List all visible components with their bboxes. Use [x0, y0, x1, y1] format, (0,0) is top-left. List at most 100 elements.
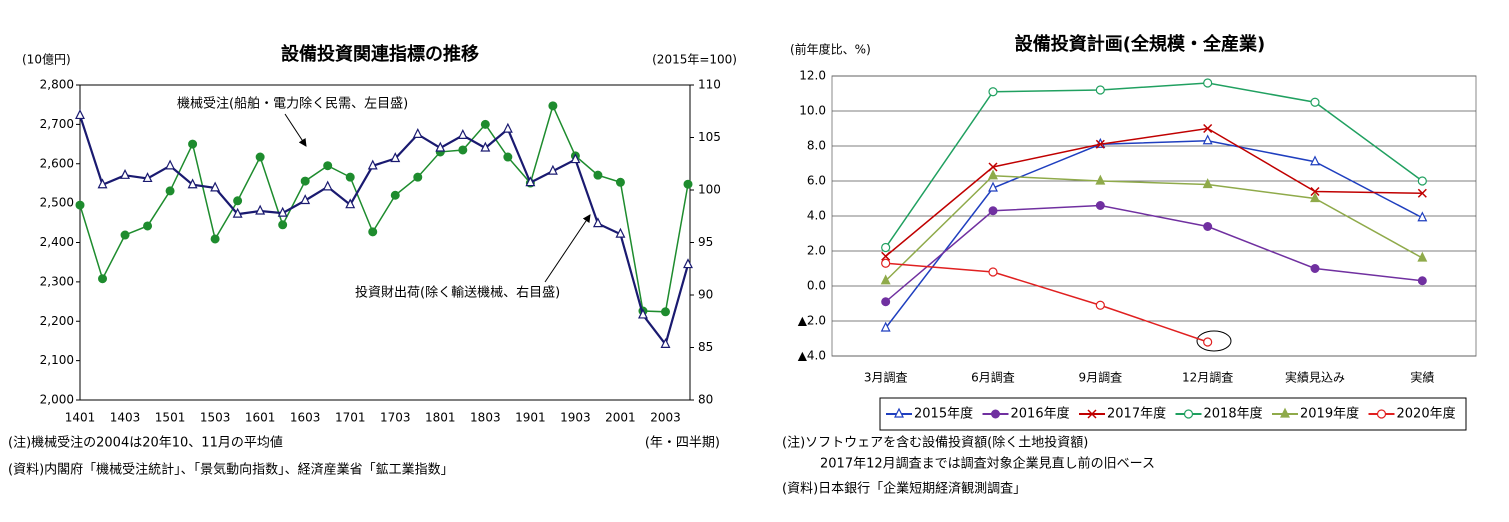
point: [547, 164, 558, 175]
y2-tick-label: 85: [698, 340, 713, 354]
point: [1095, 300, 1105, 310]
point: [1203, 78, 1213, 88]
point: [1203, 222, 1213, 231]
point: [881, 297, 891, 307]
point: [683, 179, 693, 189]
x-tick-label: 1403: [110, 411, 141, 425]
point: [881, 258, 891, 268]
point: [1095, 85, 1105, 95]
annotation-arrow: [284, 113, 307, 147]
point: [322, 180, 333, 191]
note: 2017年12月調査までは調査対象企業見直し前の旧ベース: [820, 456, 1155, 472]
point: [1183, 409, 1194, 419]
legend-label: 2019年度: [1300, 406, 1359, 422]
point: [894, 407, 904, 418]
y2-tick-label: 95: [698, 235, 713, 249]
y-tick-label: 2.0: [807, 244, 826, 258]
y-tick-label: 10.0: [799, 104, 826, 118]
point: [1310, 264, 1320, 273]
x-tick-label: 1501: [155, 411, 186, 425]
point: [97, 178, 108, 189]
point: [255, 204, 266, 215]
point: [880, 274, 891, 285]
point: [412, 128, 423, 138]
point: [1087, 409, 1097, 419]
point: [300, 194, 311, 205]
x-tick-label: 1901: [515, 411, 546, 425]
x-tick-label: 1503: [200, 411, 231, 425]
series-line: [885, 262, 1208, 343]
point: [1202, 178, 1213, 189]
point: [991, 409, 1000, 419]
point: [881, 251, 891, 261]
x-tick-label: 6月調査: [971, 371, 1015, 385]
point: [368, 227, 378, 237]
legend-label: 2017年度: [1107, 406, 1166, 422]
point: [880, 321, 891, 332]
highlight-ellipse: [1196, 330, 1232, 352]
series-line: [885, 204, 1423, 303]
point: [1376, 409, 1387, 419]
series-line: [885, 82, 1423, 248]
point: [188, 139, 198, 149]
point: [1280, 407, 1290, 418]
series-line: [885, 174, 1423, 282]
plot-frame: [79, 84, 691, 401]
point: [988, 169, 998, 180]
point: [988, 206, 998, 216]
legend-label: 2016年度: [1011, 406, 1070, 422]
point: [120, 168, 131, 179]
x-tick-label: 2001: [605, 411, 636, 425]
point: [1095, 201, 1105, 210]
legend-label: 2018年度: [1204, 406, 1263, 422]
point: [1095, 139, 1105, 149]
y2-axis-label: (2015年=100): [652, 53, 737, 67]
point: [988, 267, 998, 277]
point: [1417, 188, 1427, 198]
point: [480, 119, 490, 129]
y-tick-label: 2,800: [40, 78, 74, 92]
y2-tick-label: 100: [698, 183, 721, 197]
legend-label: 2020年度: [1397, 406, 1456, 422]
series-line: [78, 115, 690, 347]
note: (資料)日本銀行「企業短期経済観測調査」: [782, 481, 1026, 497]
point: [1310, 192, 1320, 203]
y2-tick-label: 80: [698, 393, 713, 407]
y-tick-label: 12.0: [799, 69, 826, 83]
note: (資料)内閣府「機械受注統計」、「景気動向指数」、経済産業省「鉱工業指数」: [8, 462, 454, 478]
y-axis-label: (前年度比、%): [790, 42, 871, 57]
x-axis-label: (年・四半期): [645, 436, 720, 451]
point: [1095, 174, 1106, 185]
y-tick-label: 2,100: [40, 353, 74, 367]
point: [233, 196, 243, 206]
y-tick-label: 6.0: [807, 174, 826, 188]
point: [1310, 155, 1320, 166]
point: [683, 258, 693, 269]
annotation-arrow: [544, 214, 591, 283]
point: [413, 172, 423, 182]
point: [143, 221, 153, 231]
point: [277, 206, 288, 217]
y-axis-label: (10億円): [22, 53, 71, 67]
chart-title: 設備投資関連指標の推移: [281, 43, 479, 65]
series-annotation: 機械受注(船舶・電力除く民需、左目盛): [177, 96, 408, 112]
point: [120, 230, 130, 240]
x-tick-label: 2003: [650, 411, 681, 425]
chart-title: 設備投資計画(全規模・全産業): [1015, 33, 1265, 55]
y-tick-label: 2,300: [40, 274, 74, 288]
x-tick-label: 実績: [1410, 370, 1434, 385]
point: [1203, 337, 1213, 347]
point: [323, 161, 333, 171]
note: (注)ソフトウェアを含む設備投資額(除く土地投資額): [782, 435, 1088, 451]
point: [988, 181, 998, 192]
point: [1417, 276, 1427, 286]
y-tick-label: 2,500: [40, 196, 74, 210]
y-tick-label: 2,000: [40, 393, 74, 407]
point: [345, 172, 355, 182]
point: [988, 87, 998, 97]
y-tick-label: ▲2.0: [798, 314, 826, 328]
point: [660, 307, 670, 317]
point: [232, 207, 243, 218]
point: [187, 178, 198, 189]
